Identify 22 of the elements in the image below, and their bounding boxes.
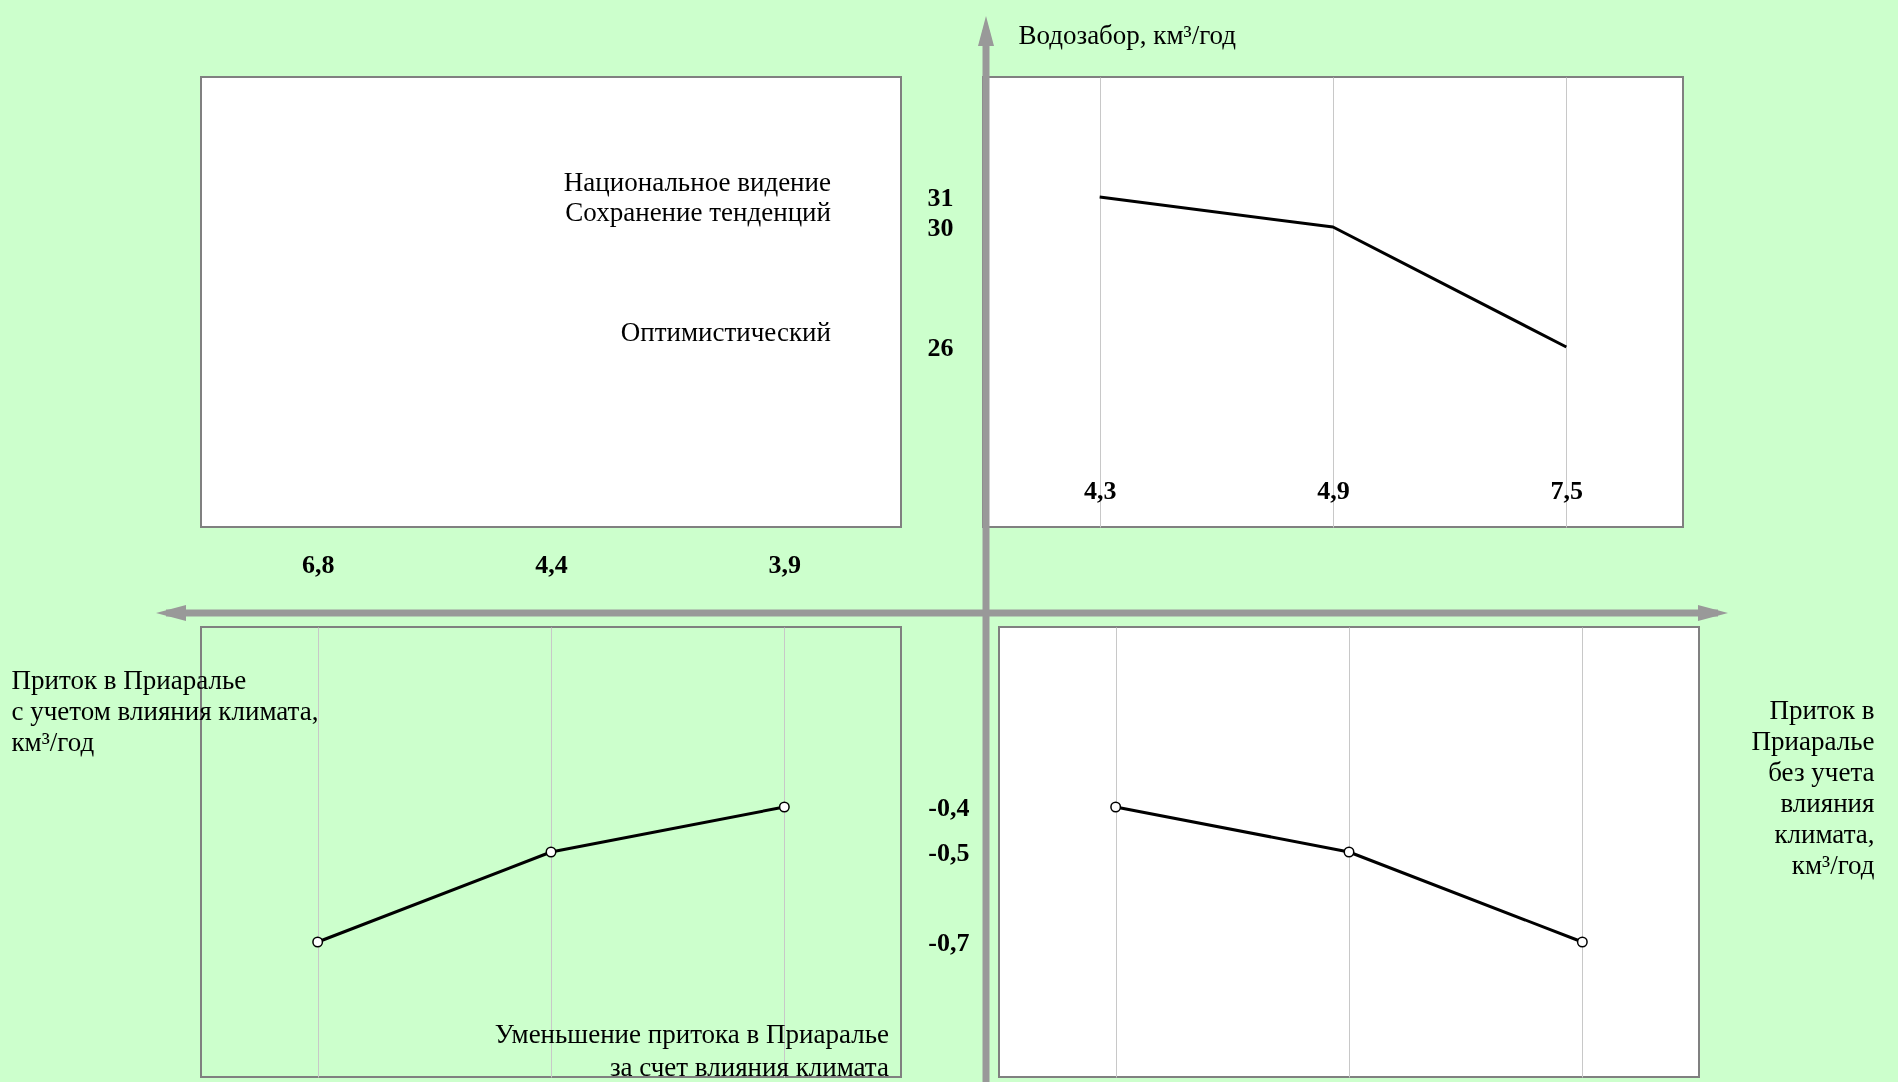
point [1110,801,1122,813]
x-tick-label: 4,4 [535,549,568,579]
x-axis-title: Приток в Приаралье без учета влияния климата, км³/год [1751,694,1875,880]
y-tick-label: 30 [927,212,954,242]
text: Оптимистический [620,317,831,347]
x-axis-title: Приток в Приаралье с учетом влияния климата, км³/год [11,664,319,757]
x-tick-label: 4,3 [1083,475,1117,505]
text: Сохранение тенденций [565,197,831,227]
y-tick-label: -0,5 [928,837,970,867]
y-tick-label: 31 [927,182,954,212]
text: Национальное видение [563,167,832,197]
x-tick-label: 4,9 [1317,475,1350,505]
y-tick-label: -0,7 [928,927,970,957]
x-tick-label: 6,8 [301,549,335,579]
x-tick-label: 3,9 [768,549,802,579]
x-tick-label: 7,5 [1550,475,1584,505]
point [1343,846,1355,858]
y-tick-label: 26 [927,332,954,362]
y-axis-title: Водозабор, км³/год [1018,19,1237,50]
annotation: Уменьшение притока в Приаралье за счет влияния климата [494,1019,889,1082]
y-tick-label: -0,4 [928,792,970,822]
point [1576,936,1588,948]
